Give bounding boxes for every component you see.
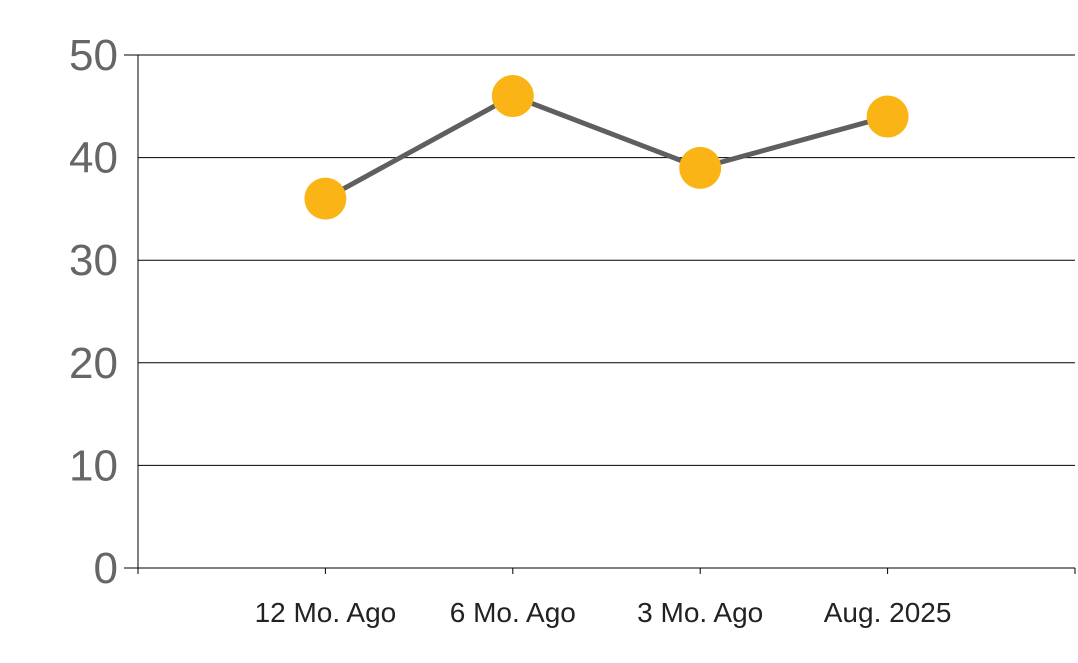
y-axis: 0 10 20 30 40 50 (69, 31, 118, 593)
gridlines (138, 54, 1075, 466)
series-group (304, 75, 909, 220)
y-tick-label: 50 (69, 31, 118, 80)
y-tick-label: 20 (69, 339, 118, 388)
x-tick-label: 6 Mo. Ago (450, 597, 576, 628)
data-point (866, 95, 909, 138)
data-point (491, 75, 534, 118)
x-tick-label: Aug. 2025 (824, 597, 952, 628)
y-tick-label: 30 (69, 236, 118, 285)
y-tick-label: 10 (69, 441, 118, 490)
x-tick-label: 12 Mo. Ago (255, 597, 397, 628)
y-tick-label: 0 (94, 544, 118, 593)
x-tick-label: 3 Mo. Ago (637, 597, 763, 628)
data-point (304, 177, 347, 220)
y-tick-label: 40 (69, 134, 118, 183)
data-point (679, 146, 722, 189)
series-line (322, 93, 891, 202)
x-axis: 12 Mo. Ago 6 Mo. Ago 3 Mo. Ago Aug. 2025 (124, 54, 1076, 628)
